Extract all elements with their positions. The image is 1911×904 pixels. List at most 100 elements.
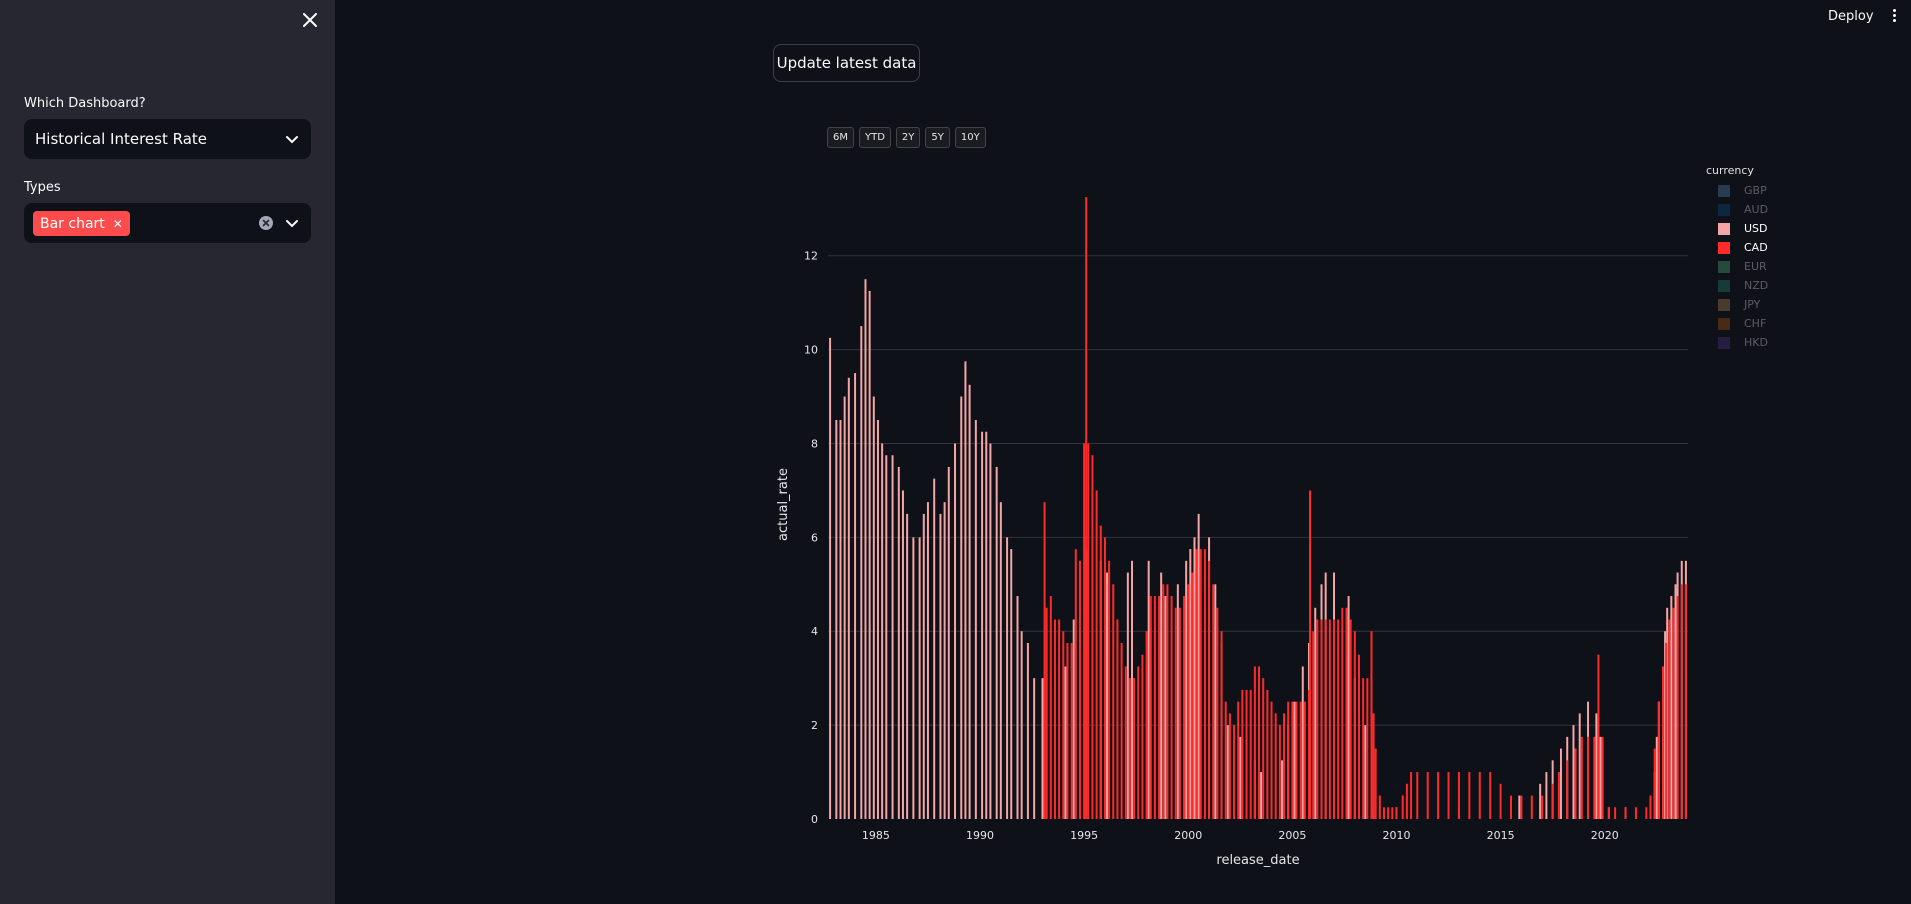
bar-usd xyxy=(933,478,936,819)
remove-tag-icon[interactable]: ✕ xyxy=(112,216,123,231)
clear-all-icon[interactable] xyxy=(258,215,274,231)
bar-cad xyxy=(1668,619,1671,819)
bar-cad xyxy=(1416,772,1419,819)
bar-cad xyxy=(1468,772,1471,819)
close-icon xyxy=(303,13,317,27)
bar-cad xyxy=(1303,701,1306,819)
bar-cad xyxy=(1374,748,1377,819)
legend-swatch xyxy=(1718,184,1730,197)
y-tick-label: 10 xyxy=(804,344,818,357)
bar-cad xyxy=(1170,596,1173,819)
legend-item-jpy[interactable]: JPY xyxy=(1706,295,1768,314)
legend-item-eur[interactable]: EUR xyxy=(1706,257,1768,276)
bar-cad xyxy=(1341,607,1344,819)
bar-usd xyxy=(1064,666,1067,819)
bar-cad xyxy=(1162,584,1165,819)
bar-cad xyxy=(1178,607,1181,819)
legend-label: JPY xyxy=(1744,298,1761,311)
bar-cad xyxy=(1316,619,1319,819)
bar-usd xyxy=(860,326,863,819)
bar-cad xyxy=(1262,678,1265,819)
bar-usd xyxy=(1559,748,1562,819)
dashboard-select[interactable]: Historical Interest Rate xyxy=(24,119,311,159)
deploy-button[interactable]: Deploy xyxy=(1828,9,1874,24)
bar-cad xyxy=(1541,795,1544,819)
bar-cad xyxy=(1203,549,1206,819)
range-2y-button[interactable]: 2Y xyxy=(895,127,921,148)
bar-cad xyxy=(1401,795,1404,819)
bar-usd xyxy=(943,502,946,819)
bar-usd xyxy=(847,377,850,819)
bar-usd xyxy=(1072,619,1075,819)
bar-cad xyxy=(1103,537,1106,819)
range-5y-button[interactable]: 5Y xyxy=(925,127,950,148)
chevron-down-icon[interactable] xyxy=(284,215,300,231)
bar-usd xyxy=(1670,596,1673,819)
bar-cad xyxy=(1649,795,1652,819)
bar-cad xyxy=(1447,772,1450,819)
x-axis-title: release_date xyxy=(1216,853,1299,868)
legend-item-aud[interactable]: AUD xyxy=(1706,200,1768,219)
range-10y-button[interactable]: 10Y xyxy=(954,127,986,148)
bar-cad xyxy=(1489,772,1492,819)
types-label: Types xyxy=(24,180,61,195)
main-menu-icon[interactable] xyxy=(1889,7,1899,29)
range-6m-button[interactable]: 6M xyxy=(827,127,854,148)
bar-usd xyxy=(1518,795,1521,819)
types-multiselect[interactable]: Bar chart ✕ xyxy=(24,203,311,243)
interest-rate-chart[interactable]: 0 2 4 6 8 10 12 1985 1990 1995 2000 2005 2010 2015 202… xyxy=(760,170,1700,870)
legend-label: GBP xyxy=(1744,184,1767,197)
bar-usd xyxy=(1131,560,1134,819)
bar-cad xyxy=(1574,748,1577,819)
bar-cad xyxy=(1085,197,1088,820)
bar-cad xyxy=(1128,678,1131,819)
legend-item-usd[interactable]: USD xyxy=(1706,219,1768,238)
bar-cad xyxy=(1149,596,1152,819)
legend-item-gbp[interactable]: GBP xyxy=(1706,181,1768,200)
bar-cad xyxy=(1510,795,1513,819)
bar-cad xyxy=(1345,607,1348,819)
bar-cad xyxy=(1216,607,1219,819)
bar-cad xyxy=(1220,631,1223,819)
bar-usd xyxy=(964,361,967,819)
bar-cad xyxy=(1062,631,1065,819)
legend-item-chf[interactable]: CHF xyxy=(1706,314,1768,333)
bar-usd xyxy=(843,396,846,819)
bar-usd xyxy=(906,513,909,819)
bar-usd xyxy=(1185,560,1188,819)
bar-cad xyxy=(1324,619,1327,819)
close-sidebar-button[interactable] xyxy=(298,8,322,32)
bar-cad xyxy=(1174,607,1177,819)
bar-cad xyxy=(1634,807,1637,819)
bar-cad xyxy=(1391,807,1394,819)
legend-item-cad[interactable]: CAD xyxy=(1706,238,1768,257)
bar-usd xyxy=(1020,631,1023,819)
bar-usd xyxy=(868,290,871,819)
bar-cad xyxy=(1233,725,1236,819)
bar-cad xyxy=(1278,725,1281,819)
bar-usd xyxy=(1239,736,1242,819)
bar-usd xyxy=(872,396,875,819)
bar-usd xyxy=(864,279,867,819)
legend-swatch xyxy=(1718,260,1730,273)
bar-cad xyxy=(1387,807,1390,819)
legend-swatch xyxy=(1718,317,1730,330)
bar-usd xyxy=(926,502,929,819)
bar-usd xyxy=(1041,678,1044,819)
range-ytd-button[interactable]: YTD xyxy=(859,127,891,148)
bar-cad xyxy=(1370,631,1373,819)
legend-title: currency xyxy=(1706,164,1754,177)
legend-item-nzd[interactable]: NZD xyxy=(1706,276,1768,295)
bar-cad xyxy=(1049,596,1052,819)
bar-usd xyxy=(829,337,832,819)
bar-cad xyxy=(1245,689,1248,819)
legend-swatch xyxy=(1718,298,1730,311)
update-latest-data-button[interactable]: Update latest data xyxy=(773,44,920,82)
bar-cad xyxy=(1684,584,1687,819)
bar-usd xyxy=(989,443,992,819)
bar-usd xyxy=(1572,725,1575,819)
bar-cad xyxy=(1520,795,1523,819)
chevron-down-icon xyxy=(286,136,298,144)
bar-usd xyxy=(968,384,971,819)
legend-item-hkd[interactable]: HKD xyxy=(1706,333,1768,352)
